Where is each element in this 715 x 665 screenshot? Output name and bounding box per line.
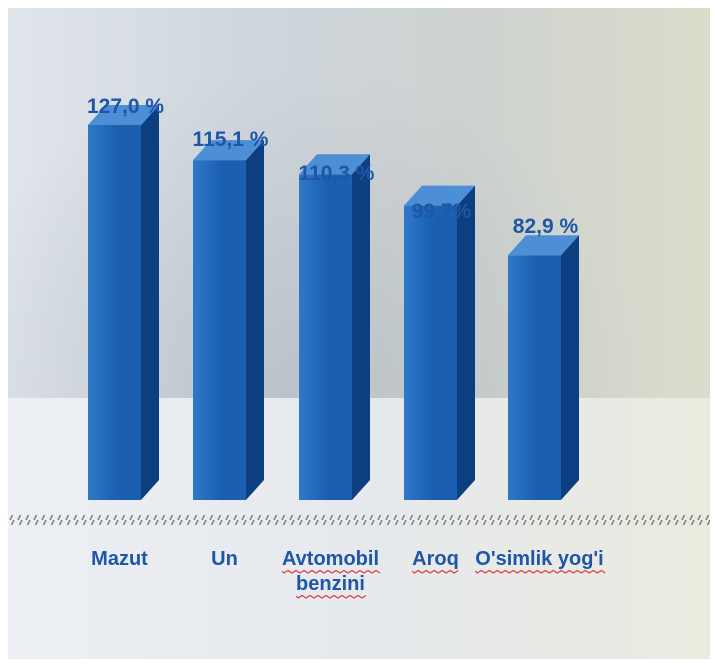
bar — [508, 235, 579, 500]
category-label: Aroq — [412, 548, 459, 570]
bar-top — [299, 154, 370, 175]
category-label: O'simlik yog'i — [475, 548, 603, 570]
x-axis-line — [8, 515, 710, 525]
spellcheck-underline — [411, 569, 459, 574]
bar-front — [88, 125, 141, 500]
bar-side — [457, 185, 475, 500]
spellcheck-underline — [474, 569, 606, 574]
spellcheck-underline — [295, 594, 367, 599]
data-label: 110,3 % — [299, 162, 375, 185]
bar-side — [352, 154, 370, 500]
category-label: Un — [211, 548, 238, 570]
bar — [193, 140, 264, 500]
bar — [404, 185, 475, 500]
category-label: Mazut — [91, 548, 148, 570]
bar-top — [404, 185, 475, 206]
bar — [88, 105, 159, 500]
bar-front — [299, 174, 352, 500]
bar-top — [193, 140, 264, 161]
bar — [299, 154, 370, 500]
bar-front — [508, 255, 561, 500]
category-label: benzini — [296, 573, 365, 595]
bar-side — [246, 140, 264, 500]
category-label: Avtomobil — [282, 548, 379, 570]
data-label: 82,9 % — [513, 215, 579, 238]
bar-front — [404, 205, 457, 500]
bar-top — [88, 105, 159, 125]
bar-top — [508, 235, 579, 256]
bar-side — [141, 105, 159, 500]
spellcheck-underline — [281, 569, 381, 574]
bar-front — [193, 160, 246, 500]
data-label: 99,7% — [412, 200, 472, 223]
bar-side — [561, 235, 579, 500]
data-label: 115,1 % — [193, 128, 269, 151]
data-label: 127,0 % — [87, 95, 164, 118]
